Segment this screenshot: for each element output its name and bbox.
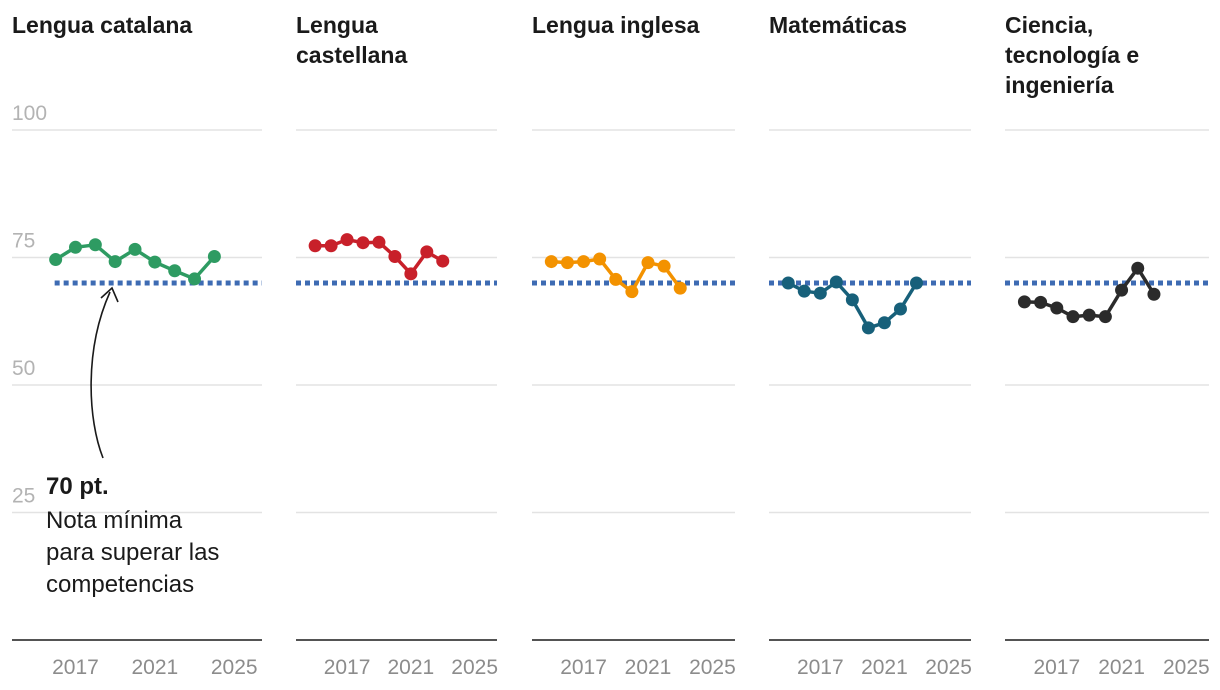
data-point	[308, 239, 322, 253]
annotation-arrow	[90, 291, 111, 459]
data-point	[148, 255, 162, 269]
data-point	[128, 242, 142, 256]
x-tick-label: 2021	[387, 656, 434, 679]
x-tick-label: 2025	[451, 656, 498, 679]
data-point	[861, 321, 875, 335]
x-tick-label: 2017	[52, 656, 99, 679]
data-point	[577, 255, 591, 269]
data-point	[68, 240, 82, 254]
panel-title-line: Lengua inglesa	[532, 12, 700, 38]
data-point	[845, 293, 859, 307]
y-tick-label: 25	[12, 485, 35, 508]
data-point	[781, 276, 795, 290]
panel-title-line: Matemáticas	[769, 12, 907, 38]
x-tick-label: 2025	[689, 656, 736, 679]
data-point	[340, 233, 354, 247]
data-point	[388, 249, 402, 263]
data-point	[829, 275, 843, 289]
panel-title-line: castellana	[296, 42, 407, 68]
data-point	[1050, 301, 1064, 315]
y-tick-label: 75	[12, 230, 35, 253]
panel-title-line: Lengua catalana	[12, 12, 192, 38]
data-point	[593, 252, 607, 266]
data-point	[641, 256, 655, 270]
data-point	[324, 239, 338, 253]
annotation-text-line: competencias	[46, 571, 194, 598]
annotation-arrowhead	[100, 286, 119, 303]
data-point	[1066, 310, 1080, 324]
x-tick-label: 2025	[925, 656, 972, 679]
x-tick-label: 2017	[1033, 656, 1080, 679]
data-point	[404, 267, 418, 281]
data-point	[813, 286, 827, 300]
data-point	[797, 284, 811, 298]
data-point	[88, 238, 102, 252]
data-point	[49, 253, 63, 267]
data-point	[560, 256, 574, 270]
data-point	[877, 316, 891, 330]
x-tick-label: 2025	[1163, 656, 1210, 679]
data-point	[1131, 261, 1145, 275]
data-point	[436, 254, 450, 268]
data-point	[356, 236, 370, 250]
x-tick-label: 2017	[560, 656, 607, 679]
x-tick-label: 2021	[1098, 656, 1145, 679]
x-tick-label: 2021	[625, 656, 672, 679]
data-point	[188, 272, 202, 286]
data-point	[168, 264, 182, 278]
y-tick-label: 50	[12, 357, 35, 380]
x-tick-label: 2025	[211, 656, 258, 679]
panel-title-line: Ciencia,	[1005, 12, 1093, 38]
annotation-text-line: para superar las	[46, 539, 219, 566]
data-point	[1115, 283, 1129, 297]
data-point	[609, 272, 623, 286]
data-point	[625, 285, 639, 299]
data-point	[207, 249, 221, 263]
data-point	[893, 302, 907, 316]
x-tick-label: 2017	[797, 656, 844, 679]
annotation-text-line: Nota mínima	[46, 507, 183, 534]
data-point	[108, 255, 122, 269]
data-point	[1147, 287, 1161, 301]
x-tick-label: 2021	[861, 656, 908, 679]
data-point	[1034, 295, 1048, 309]
data-point	[420, 245, 434, 259]
panel-title-line: Lengua	[296, 12, 378, 38]
panel-title-line: ingeniería	[1005, 72, 1114, 98]
data-point	[1017, 295, 1031, 309]
panel-title-line: tecnología e	[1005, 42, 1139, 68]
data-point	[1082, 308, 1096, 322]
x-tick-label: 2021	[131, 656, 178, 679]
data-point	[372, 235, 386, 249]
data-point	[544, 255, 558, 269]
data-point	[909, 276, 923, 290]
y-tick-label: 100	[12, 102, 47, 125]
data-point	[1098, 310, 1112, 324]
data-point	[657, 259, 671, 273]
annotation-title: 70 pt.	[46, 473, 109, 500]
x-tick-label: 2017	[324, 656, 371, 679]
data-point	[673, 281, 687, 295]
